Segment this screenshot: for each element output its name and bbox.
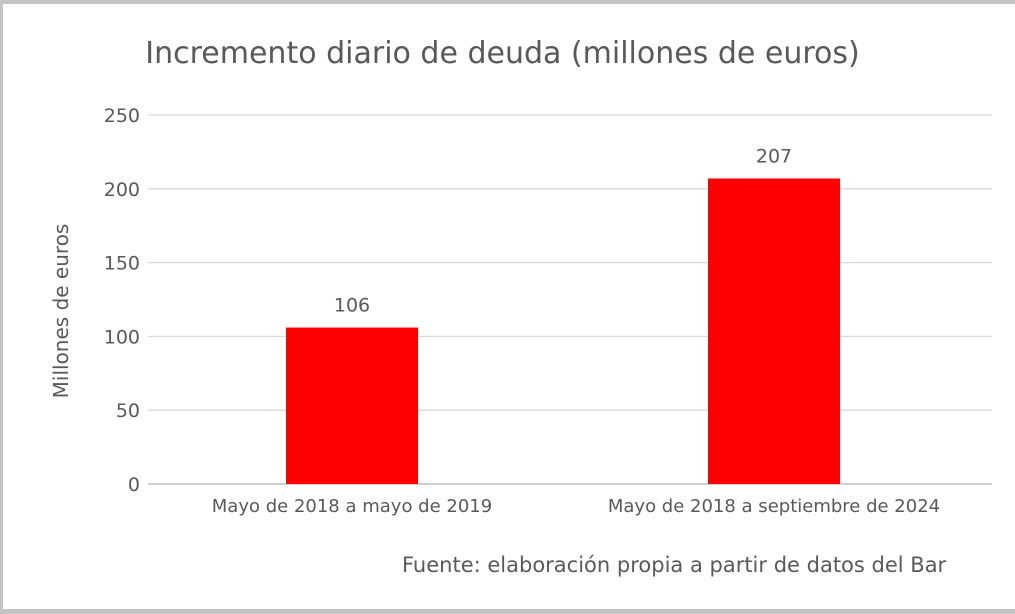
x-tick-label-1: Mayo de 2018 a septiembre de 2024 (608, 496, 940, 517)
y-tick-label-200: 200 (104, 179, 140, 201)
y-tick-label-50: 50 (116, 400, 140, 422)
y-tick-label-250: 250 (104, 105, 140, 127)
data-label-0: 106 (334, 295, 370, 317)
bar-0 (286, 327, 418, 484)
data-label-1: 207 (756, 145, 792, 167)
chart-title: Incremento diario de deuda (millones de … (145, 36, 860, 71)
x-tick-label-0: Mayo de 2018 a mayo de 2019 (212, 496, 492, 517)
bar-1 (708, 178, 840, 484)
y-tick-label-0: 0 (128, 474, 140, 496)
y-tick-label-100: 100 (104, 326, 140, 348)
source-note: Fuente: elaboración propia a partir de d… (402, 553, 947, 577)
y-tick-label-150: 150 (104, 253, 140, 275)
